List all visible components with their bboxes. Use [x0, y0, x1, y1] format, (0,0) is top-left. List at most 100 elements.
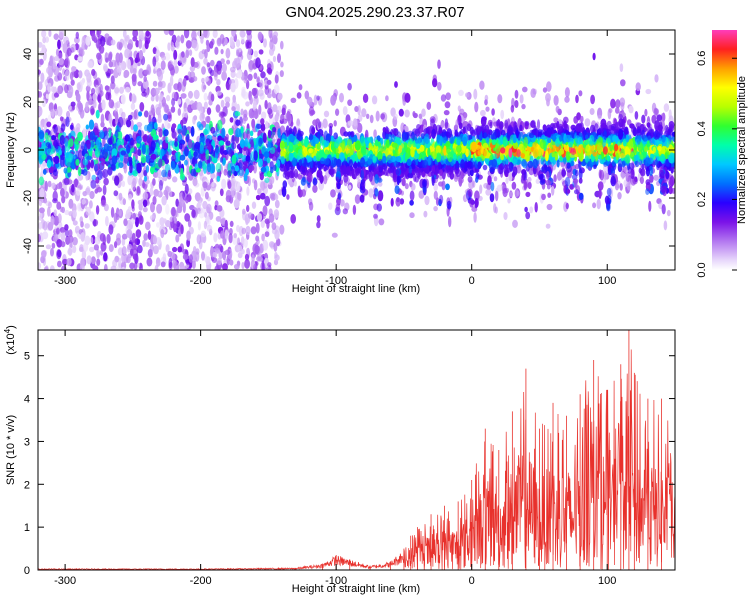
spectral-blob: [111, 148, 118, 158]
spectral-blob: [256, 77, 260, 84]
spectral-blob: [110, 81, 116, 90]
spectral-blob: [227, 170, 232, 178]
spectral-blob: [262, 205, 268, 217]
spectral-blob: [136, 162, 142, 174]
spectral-blob: [241, 227, 247, 235]
spectral-blob: [235, 127, 242, 138]
spectral-blob: [371, 95, 378, 105]
spectral-blob: [339, 92, 344, 103]
spectral-blob: [232, 94, 236, 103]
spectral-blob: [57, 249, 62, 258]
spectral-blob: [150, 153, 157, 160]
spectral-blob: [205, 39, 210, 47]
spectral-blob: [175, 234, 180, 243]
spectral-blob: [108, 61, 114, 68]
spectral-blob: [46, 76, 51, 84]
spectral-blob: [49, 265, 55, 270]
spectral-blob: [68, 229, 73, 238]
spectral-blob: [221, 63, 227, 73]
spectral-blob: [79, 244, 84, 252]
spectral-blob: [53, 108, 59, 116]
spectral-blob: [663, 103, 670, 112]
spectral-blob: [155, 49, 160, 58]
spectral-blob: [216, 79, 221, 86]
spectral-blob: [229, 220, 234, 227]
spectral-blob: [121, 180, 126, 187]
spectral-blob: [204, 49, 208, 59]
spectral-blob: [547, 192, 552, 198]
spectral-blob: [277, 92, 283, 101]
spectral-blob: [53, 56, 60, 62]
spectral-blob: [78, 184, 84, 191]
spectral-blob: [161, 55, 167, 61]
spectral-blob: [184, 183, 189, 194]
spectral-blob: [68, 85, 74, 96]
spectral-blob: [433, 206, 438, 212]
spectral-blob: [76, 82, 81, 91]
spectral-blob: [369, 114, 374, 124]
spectral-blob: [38, 69, 41, 75]
spectral-blob: [269, 147, 276, 154]
spectral-blob: [203, 30, 208, 38]
spectral-blob: [103, 263, 108, 270]
spectral-blob: [290, 214, 297, 224]
spectral-blob: [514, 100, 519, 108]
spectral-blob: [184, 213, 191, 222]
spectral-blob: [171, 34, 177, 43]
spectral-blob: [666, 209, 671, 217]
spectral-blob: [180, 224, 184, 235]
spectral-blob: [171, 131, 177, 139]
spectral-blob: [279, 224, 285, 235]
spectral-blob: [84, 223, 90, 229]
spectral-blob: [205, 123, 210, 135]
spectral-blob: [527, 176, 532, 183]
spectral-blob: [205, 149, 210, 160]
spectral-blob: [237, 69, 243, 79]
spectral-blob: [134, 159, 139, 165]
spectral-blob: [433, 190, 438, 200]
spectral-blob: [233, 264, 240, 270]
spectral-blob: [306, 96, 313, 106]
spectral-blob: [130, 248, 134, 256]
spectral-blob: [91, 87, 96, 95]
spectral-blob: [239, 138, 246, 149]
spectral-blob: [105, 215, 109, 227]
spectral-blob: [57, 72, 63, 81]
spectral-blob: [213, 232, 218, 243]
spectral-blob: [253, 179, 258, 191]
spectral-blob: [545, 223, 551, 229]
spectral-blob: [110, 207, 115, 218]
spectral-blob: [92, 100, 97, 109]
spectral-blob: [312, 119, 318, 126]
spectral-blob: [85, 101, 89, 112]
spectral-blob: [238, 153, 244, 159]
spectral-blob: [47, 206, 51, 217]
spectral-blob: [163, 129, 169, 137]
spectral-blob: [249, 130, 254, 137]
spectral-blob: [263, 38, 267, 48]
spectral-blob: [93, 125, 100, 135]
spectral-blob: [167, 169, 171, 178]
spectral-blob: [143, 175, 148, 182]
spectral-blob: [272, 31, 279, 38]
spectral-blob: [330, 189, 336, 198]
spectral-blob: [639, 176, 645, 184]
spectral-blob: [412, 112, 418, 119]
spectral-blob: [233, 233, 237, 239]
spectral-blob: [131, 180, 136, 191]
spectral-blob: [268, 175, 275, 185]
spectral-blob: [266, 79, 272, 85]
spectral-blob: [564, 96, 570, 103]
spectral-blob: [80, 232, 85, 242]
spectral-blob: [191, 30, 197, 40]
spectral-blob: [380, 113, 385, 120]
spectral-blob: [176, 220, 181, 228]
spectral-blob: [617, 192, 622, 200]
spectral-blob: [75, 93, 81, 103]
spectral-blob: [77, 149, 83, 161]
spectral-blob: [118, 162, 124, 169]
spectral-blob: [74, 178, 78, 188]
spectral-blob: [245, 225, 251, 236]
spectral-blob: [52, 236, 58, 242]
spectral-blob: [188, 90, 193, 99]
